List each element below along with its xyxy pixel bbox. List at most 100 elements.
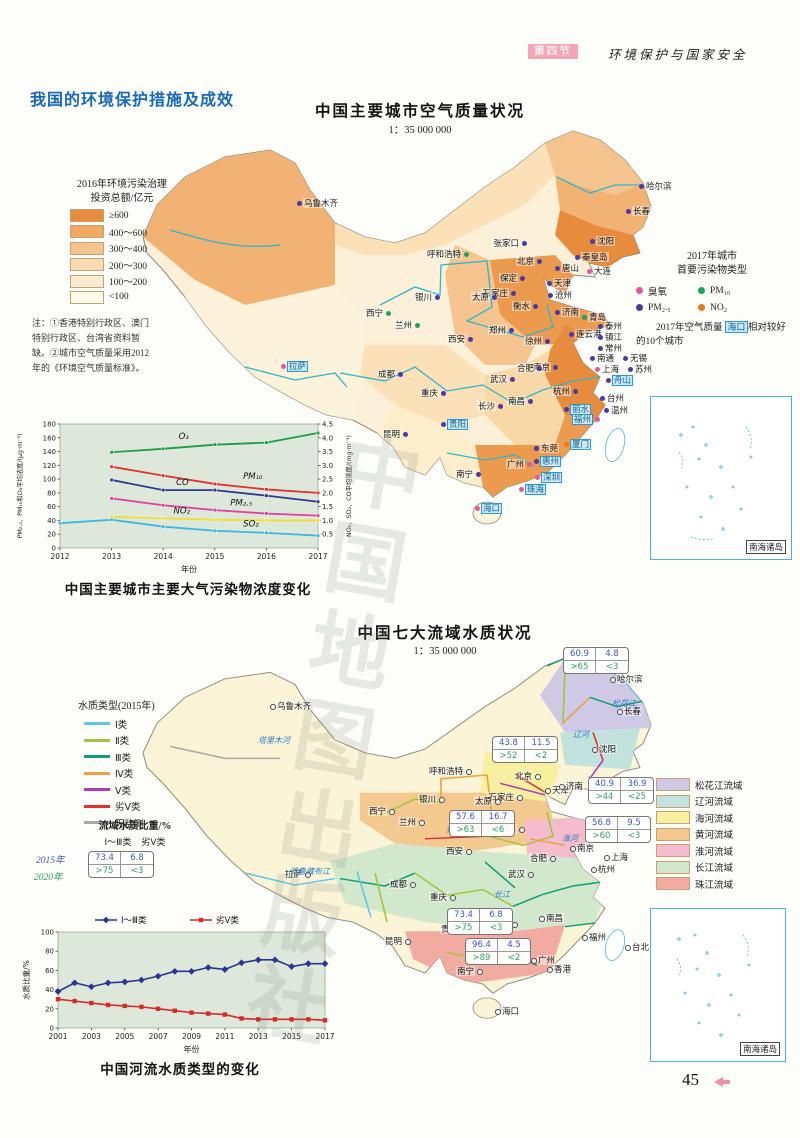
svg-text:20: 20 bbox=[47, 531, 56, 539]
svg-text:4.0: 4.0 bbox=[322, 434, 333, 442]
legend-item: 松花江流域 bbox=[656, 778, 786, 792]
svg-text:2012: 2012 bbox=[50, 552, 69, 561]
pollutant-legend-item: NO₂ bbox=[698, 303, 772, 313]
svg-text:2017: 2017 bbox=[308, 552, 327, 561]
legend-swatch bbox=[70, 258, 104, 271]
legend-item: 300～400 bbox=[70, 241, 192, 255]
map1-china bbox=[142, 130, 652, 525]
pollutant-label: 臭氧 bbox=[648, 287, 668, 298]
legend-title-line1: 2017年城市 bbox=[687, 251, 737, 262]
series-label-PM₂.₅: PM₂.₅ bbox=[230, 498, 253, 508]
legend-item: 400～600 bbox=[70, 225, 192, 239]
legend-label: 珠江流域 bbox=[695, 880, 734, 891]
legend-label: 无监测 bbox=[115, 819, 144, 830]
good-cities-caption: 2017年空气质量 海口 相对较好的10个城市 bbox=[636, 320, 788, 349]
svg-text:2015: 2015 bbox=[282, 1032, 301, 1041]
svg-text:80: 80 bbox=[47, 489, 56, 497]
legend-swatch bbox=[70, 290, 104, 304]
svg-text:3.5: 3.5 bbox=[322, 448, 333, 456]
svg-text:年份: 年份 bbox=[181, 564, 197, 574]
pollutant-legend-item: 臭氧 bbox=[636, 284, 698, 298]
legend-label: 200～300 bbox=[109, 261, 148, 272]
year-2015-label: 2015年 bbox=[36, 856, 65, 866]
legend-swatch bbox=[656, 827, 690, 841]
legend-label: Ⅳ类 bbox=[115, 770, 134, 780]
legend-swatch bbox=[84, 722, 110, 725]
svg-text:140: 140 bbox=[43, 448, 56, 456]
legend-swatch bbox=[656, 794, 690, 808]
chart-air-pollutants: 0 20 40 60 80 100 120 140 160 180 0.5 1.0 1.5 2.0 2.5 3… bbox=[15, 421, 353, 575]
legend-label: 黄河流域 bbox=[695, 831, 734, 841]
map1-note: 注：①香港特别行政区、澳门特别行政区、台湾省资料暂缺。②城市空气质量采用2012… bbox=[32, 318, 150, 373]
legend-item: 100～200 bbox=[70, 274, 192, 288]
svg-text:0.5: 0.5 bbox=[322, 531, 333, 539]
legend-item: 辽河流域 bbox=[656, 794, 786, 808]
legend-label: 100～200 bbox=[109, 278, 148, 288]
legend-swatch bbox=[84, 755, 110, 758]
chart-river-quality: 0 20 40 60 80 100 2001 2003 2005 2007 2009 2011 2013… bbox=[21, 915, 335, 1054]
chart1-title: 中国主要城市主要大气污染物浓度变化 bbox=[64, 582, 312, 597]
legend-swatch bbox=[84, 804, 110, 808]
legend-item: 海河流域 bbox=[656, 811, 786, 825]
page-heading: 我国的环境保护措施及成效 bbox=[30, 90, 235, 109]
svg-text:20: 20 bbox=[45, 1005, 54, 1013]
caption-post: 相对较好的10个城市 bbox=[636, 323, 786, 347]
legend-swatch bbox=[70, 274, 104, 288]
legend-swatch bbox=[656, 844, 690, 857]
svg-text:PM₂.₅、PM₁₀和O₃平均浓度/(μg·m⁻³): PM₂.₅、PM₁₀和O₃平均浓度/(μg·m⁻³) bbox=[15, 434, 24, 539]
legend-item: 珠江流域 bbox=[656, 877, 786, 891]
legend-label: 劣Ⅴ类 bbox=[115, 803, 141, 813]
legend-item: Ⅴ类 bbox=[84, 783, 208, 797]
pollutant-label: NO₂ bbox=[710, 302, 728, 313]
series-label-NO₂: NO₂ bbox=[174, 507, 191, 517]
svg-text:2017: 2017 bbox=[315, 1032, 334, 1041]
svg-text:2013: 2013 bbox=[102, 552, 121, 561]
map2-type-legend: 水质类型(2015年) Ⅰ类 Ⅱ类 Ⅲ类 Ⅳ类 Ⅴ类 劣Ⅴ类 无监测 bbox=[78, 700, 208, 832]
legend-劣Ⅴ类: 劣Ⅴ类 bbox=[216, 915, 239, 926]
svg-text:2015: 2015 bbox=[205, 552, 224, 561]
svg-text:2.5: 2.5 bbox=[322, 476, 333, 484]
pollutant-label: PM₁₀ bbox=[710, 285, 731, 296]
legend-label: 辽河流域 bbox=[695, 798, 734, 808]
legend-item: 淮河流域 bbox=[656, 844, 786, 858]
svg-text:1.5: 1.5 bbox=[322, 503, 333, 511]
svg-text:2001: 2001 bbox=[48, 1032, 67, 1041]
svg-text:2.0: 2.0 bbox=[322, 489, 333, 497]
o3-dot-icon bbox=[636, 287, 643, 294]
map2-basin-legend: 松花江流域 辽河流域 海河流域 黄河流域 淮河流域 长江流域 珠江流域 bbox=[656, 775, 786, 893]
svg-text:100: 100 bbox=[41, 929, 54, 937]
legend-swatch bbox=[656, 811, 690, 824]
svg-text:2007: 2007 bbox=[149, 1032, 168, 1041]
svg-text:2009: 2009 bbox=[182, 1032, 201, 1041]
pollutant-legend-item: PM₁₀ bbox=[698, 284, 772, 298]
svg-text:水质比重/%: 水质比重/% bbox=[21, 960, 31, 1000]
legend-item: Ⅳ类 bbox=[84, 766, 208, 780]
svg-text:0: 0 bbox=[50, 1025, 54, 1033]
svg-text:2016: 2016 bbox=[257, 552, 276, 561]
hainan-island bbox=[472, 501, 502, 525]
legend-item: ≥600 bbox=[70, 209, 192, 222]
inset-islands bbox=[676, 933, 751, 1037]
map2-title: 中国七大流域水质状况 bbox=[357, 625, 533, 642]
svg-text:年份: 年份 bbox=[184, 1044, 200, 1054]
legend-item: Ⅰ类 bbox=[84, 717, 208, 731]
legend-title-line1: 2016年环境污染治理 bbox=[77, 179, 167, 190]
svg-text:2011: 2011 bbox=[215, 1032, 234, 1041]
ratio-sub2: 劣Ⅴ类 bbox=[141, 837, 166, 847]
good-city-box-example: 海口 bbox=[724, 321, 748, 333]
legend-item: 200～300 bbox=[70, 258, 192, 272]
svg-text:1.0: 1.0 bbox=[322, 517, 333, 525]
map2-ratio-legend: 流域水质比重/% Ⅰ～Ⅲ类 劣Ⅴ类 bbox=[60, 820, 210, 848]
svg-text:2014: 2014 bbox=[154, 552, 173, 561]
rivers bbox=[169, 176, 641, 468]
legend-swatch bbox=[84, 771, 110, 775]
series-label-PM₁₀: PM₁₀ bbox=[243, 472, 263, 482]
inset-label: 南海诸岛 bbox=[745, 540, 786, 554]
region-patches bbox=[143, 131, 651, 497]
map2-inset-south-china-sea: 南海诸岛 bbox=[650, 908, 786, 1062]
section-title: 环境保护与国家安全 bbox=[608, 48, 748, 62]
pollutant-label: PM₂.₅ bbox=[648, 302, 671, 313]
svg-text:3.0: 3.0 bbox=[322, 462, 333, 470]
legend-item: 劣Ⅴ类 bbox=[84, 799, 208, 813]
